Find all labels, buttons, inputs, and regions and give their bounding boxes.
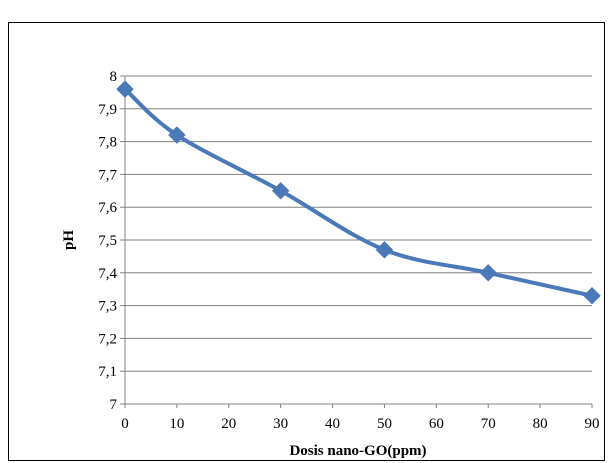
y-tick-label: 8 — [110, 69, 118, 85]
y-tick-label: 7,8 — [98, 135, 117, 151]
y-tick-label: 7,7 — [98, 167, 117, 183]
data-point-marker — [168, 126, 186, 144]
x-tick-label: 70 — [481, 416, 496, 432]
y-tick-labels: 7 7,1 7,2 7,3 7,4 7,5 7,6 7,7 7,8 7,9 8 — [98, 69, 117, 413]
x-tick-label: 30 — [273, 416, 288, 432]
x-tick-label: 20 — [221, 416, 236, 432]
x-axis-title: Dosis nano-GO(ppm) — [289, 443, 426, 459]
data-point-marker — [116, 80, 134, 98]
x-tick-label: 80 — [533, 416, 548, 432]
y-tick-label: 7,2 — [98, 331, 117, 347]
x-tick-label: 50 — [377, 416, 392, 432]
x-tick-label: 10 — [169, 416, 184, 432]
x-tick-label: 60 — [429, 416, 444, 432]
x-tick-labels: 0 10 20 30 40 50 60 70 80 90 — [121, 416, 599, 432]
data-point-marker — [583, 287, 601, 305]
y-tick-label: 7 — [110, 397, 118, 413]
y-axis-title: pH — [61, 230, 77, 250]
y-tick-label: 7,1 — [98, 364, 117, 380]
y-tick-label: 7,4 — [98, 266, 117, 282]
data-markers — [116, 80, 601, 305]
data-point-marker — [479, 264, 497, 282]
data-point-marker — [271, 182, 290, 200]
x-tick-label: 90 — [585, 416, 600, 432]
series-line — [123, 87, 594, 298]
axes — [120, 75, 593, 408]
y-tick-label: 7,5 — [98, 233, 117, 249]
y-tick-label: 7,6 — [98, 200, 117, 216]
y-tick-label: 7,3 — [98, 299, 117, 315]
x-tick-label: 40 — [325, 416, 340, 432]
y-tick-label: 7,9 — [98, 102, 117, 118]
data-point-marker — [375, 241, 394, 259]
chart-frame — [8, 22, 605, 461]
x-tick-label: 0 — [121, 416, 129, 432]
gridlines — [125, 75, 592, 372]
